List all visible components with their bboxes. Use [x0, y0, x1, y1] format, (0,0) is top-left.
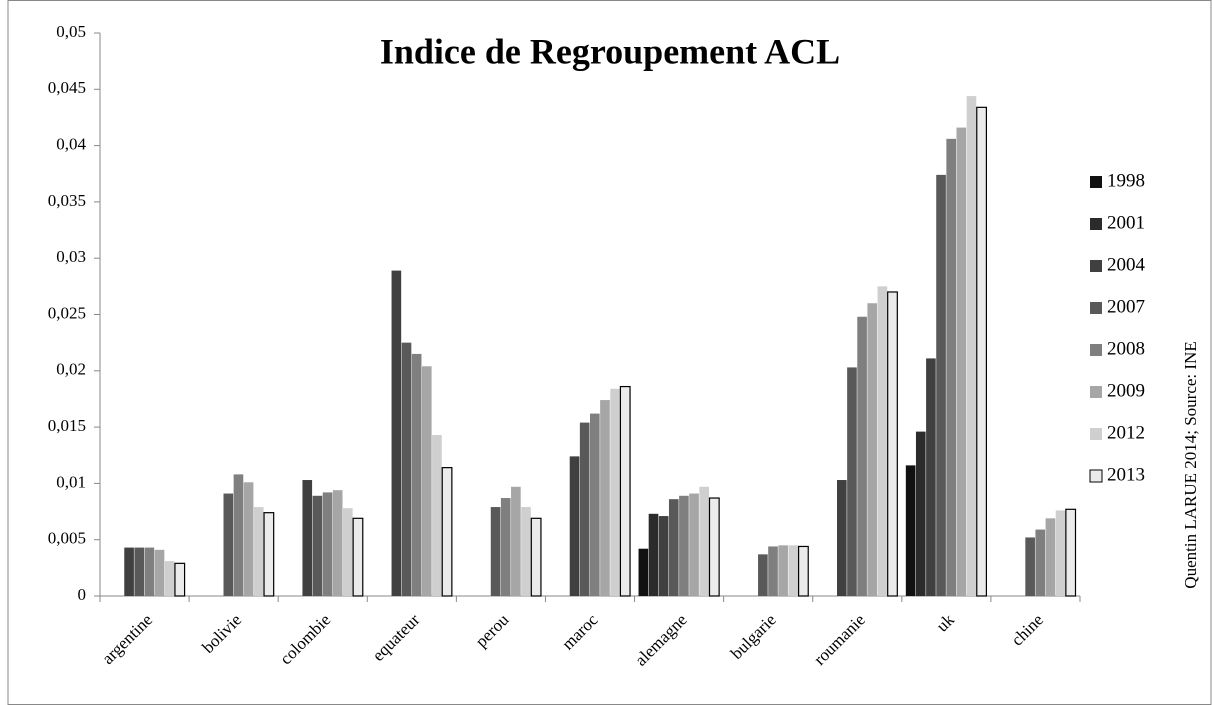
bar [352, 517, 364, 597]
bar [976, 106, 988, 597]
y-tick-label: 0 [78, 585, 87, 604]
bar [134, 547, 145, 596]
bar [658, 516, 669, 596]
bar [174, 562, 186, 597]
bar [857, 316, 867, 596]
bar [243, 482, 254, 596]
bar [530, 517, 542, 597]
bar [1055, 510, 1066, 596]
bar [699, 486, 709, 596]
bar [312, 495, 323, 596]
legend-label: 2009 [1107, 380, 1145, 401]
bar [877, 286, 888, 596]
bar [847, 367, 857, 596]
legend-swatch [1090, 386, 1102, 398]
annotation: Quentin LARUE 2014; Source: INE [1181, 341, 1200, 588]
bar [144, 547, 155, 596]
bar [432, 434, 442, 596]
bar [302, 480, 313, 596]
bar [648, 513, 659, 596]
y-tick-label: 0,005 [48, 529, 86, 548]
legend-swatch [1090, 218, 1102, 230]
legend-label: 2007 [1107, 296, 1145, 317]
bar [1035, 529, 1046, 596]
bar [1045, 518, 1056, 596]
bar [511, 486, 521, 596]
bar [332, 490, 343, 596]
bar [867, 303, 878, 596]
bar [164, 561, 175, 596]
bar [768, 546, 778, 596]
bar [421, 366, 432, 596]
bar [638, 548, 649, 596]
bar [521, 507, 531, 596]
bar [253, 507, 264, 596]
y-tick-label: 0,01 [56, 472, 86, 491]
bar [926, 358, 936, 596]
legend-label: 2012 [1107, 422, 1145, 443]
legend-swatch [1090, 428, 1102, 440]
bar [905, 465, 916, 596]
bar [411, 353, 422, 596]
legend-swatch [1089, 469, 1103, 483]
bar [1025, 537, 1035, 596]
bar [708, 497, 720, 597]
bar [500, 498, 511, 596]
bar [590, 413, 600, 596]
bar [778, 545, 788, 596]
chart-frame [7, 0, 1212, 705]
bar [956, 127, 967, 597]
bar [668, 499, 679, 596]
bar [391, 270, 402, 596]
bar [1065, 508, 1077, 597]
y-tick-label: 0,05 [56, 22, 86, 41]
chart-title: Indice de Regroupement ACL [380, 31, 840, 71]
legend-label: 1998 [1107, 170, 1145, 191]
bar [263, 512, 275, 597]
bar [837, 480, 847, 596]
legend-swatch [1090, 260, 1102, 272]
bar [490, 507, 501, 596]
legend-swatch [1090, 302, 1102, 314]
bar [946, 138, 956, 596]
bar [966, 96, 977, 596]
bar [569, 456, 580, 596]
y-tick-label: 0,015 [48, 416, 86, 435]
bar [154, 549, 165, 596]
legend-label: 2008 [1107, 338, 1145, 359]
legend-swatch [1090, 344, 1102, 356]
legend-label: 2004 [1107, 254, 1146, 275]
y-tick-label: 0,035 [48, 191, 86, 210]
bar [600, 400, 610, 596]
bar [689, 493, 699, 596]
bar [788, 545, 799, 596]
bar [233, 474, 244, 596]
bar [758, 554, 768, 596]
bar [610, 388, 620, 596]
legend-label: 2013 [1107, 464, 1145, 485]
bar [679, 495, 689, 596]
bar [343, 508, 353, 596]
bar [887, 291, 898, 597]
bar [579, 422, 590, 596]
bar [797, 545, 809, 597]
bar [619, 385, 631, 597]
bar [441, 467, 453, 597]
y-tick-label: 0,02 [56, 360, 86, 379]
y-tick-label: 0,04 [56, 135, 86, 154]
bar [223, 493, 234, 596]
bar [124, 547, 134, 596]
y-tick-label: 0,03 [56, 247, 86, 266]
bar [936, 174, 946, 596]
bar [915, 431, 926, 596]
bar [401, 342, 412, 596]
legend-swatch [1090, 176, 1102, 188]
legend-label: 2001 [1107, 212, 1145, 233]
y-tick-label: 0,045 [48, 78, 86, 97]
bar [322, 492, 333, 596]
y-tick-label: 0,025 [48, 303, 86, 322]
